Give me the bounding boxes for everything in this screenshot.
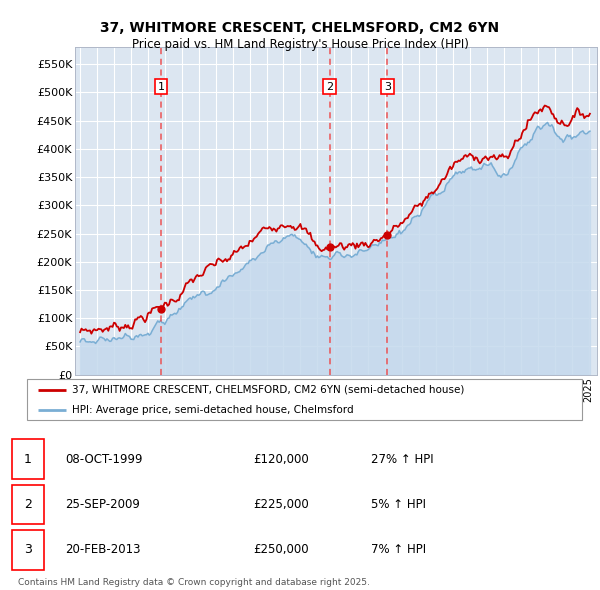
Text: 1: 1 (24, 453, 32, 466)
Text: 37, WHITMORE CRESCENT, CHELMSFORD, CM2 6YN: 37, WHITMORE CRESCENT, CHELMSFORD, CM2 6… (100, 21, 500, 35)
Text: 3: 3 (384, 82, 391, 91)
Text: 3: 3 (24, 543, 32, 556)
Text: £120,000: £120,000 (253, 453, 309, 466)
FancyBboxPatch shape (12, 440, 44, 479)
FancyBboxPatch shape (12, 484, 44, 525)
Text: Price paid vs. HM Land Registry's House Price Index (HPI): Price paid vs. HM Land Registry's House … (131, 38, 469, 51)
FancyBboxPatch shape (27, 379, 582, 420)
Text: 1: 1 (157, 82, 164, 91)
Text: 25-SEP-2009: 25-SEP-2009 (65, 498, 140, 511)
Text: Contains HM Land Registry data © Crown copyright and database right 2025.
This d: Contains HM Land Registry data © Crown c… (18, 578, 370, 590)
Text: 2: 2 (24, 498, 32, 511)
Text: 08-OCT-1999: 08-OCT-1999 (65, 453, 142, 466)
Text: HPI: Average price, semi-detached house, Chelmsford: HPI: Average price, semi-detached house,… (71, 405, 353, 415)
Text: 2: 2 (326, 82, 333, 91)
Text: £250,000: £250,000 (253, 543, 308, 556)
Text: 20-FEB-2013: 20-FEB-2013 (65, 543, 140, 556)
Text: 37, WHITMORE CRESCENT, CHELMSFORD, CM2 6YN (semi-detached house): 37, WHITMORE CRESCENT, CHELMSFORD, CM2 6… (71, 385, 464, 395)
FancyBboxPatch shape (12, 530, 44, 569)
Text: 7% ↑ HPI: 7% ↑ HPI (371, 543, 425, 556)
Text: £225,000: £225,000 (253, 498, 309, 511)
Text: 5% ↑ HPI: 5% ↑ HPI (371, 498, 425, 511)
Text: 27% ↑ HPI: 27% ↑ HPI (371, 453, 433, 466)
